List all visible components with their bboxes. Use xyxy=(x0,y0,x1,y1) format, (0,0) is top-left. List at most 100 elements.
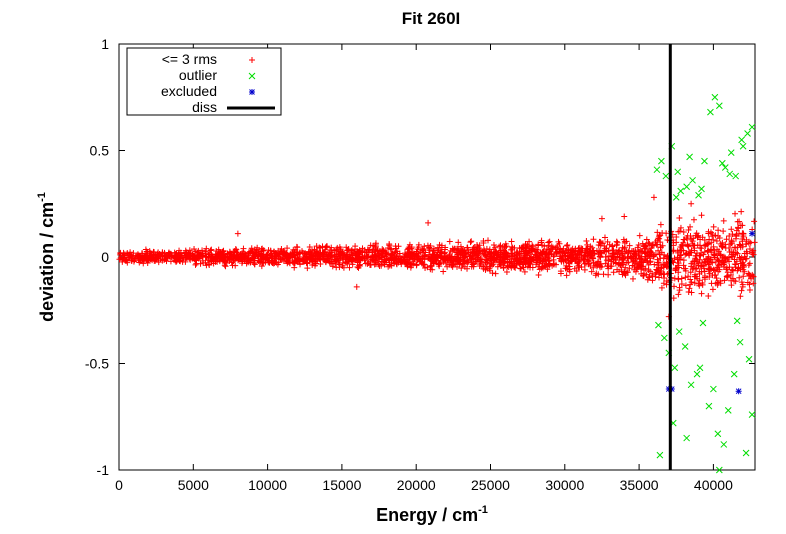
rms-point xyxy=(715,268,722,275)
rms-point xyxy=(685,243,692,250)
rms-point xyxy=(643,236,650,243)
rms-point xyxy=(444,263,451,270)
rms-point xyxy=(233,246,240,253)
rms-point xyxy=(299,257,306,264)
rms-point xyxy=(413,261,420,268)
rms-point xyxy=(326,259,333,266)
outlier-point xyxy=(715,466,723,474)
rms-point xyxy=(446,252,453,259)
rms-point xyxy=(641,267,648,274)
rms-point xyxy=(614,266,621,273)
rms-point xyxy=(749,271,756,278)
rms-point xyxy=(151,249,158,256)
rms-point xyxy=(253,246,260,253)
rms-point xyxy=(696,268,703,275)
rms-point xyxy=(653,266,660,273)
rms-point xyxy=(144,260,151,267)
rms-point xyxy=(564,241,571,248)
rms-point xyxy=(446,238,453,245)
rms-point xyxy=(720,259,727,266)
rms-point xyxy=(346,264,353,271)
rms-point xyxy=(688,200,695,207)
rms-point xyxy=(552,246,559,253)
rms-point xyxy=(281,255,288,262)
outlier-point xyxy=(686,153,693,161)
rms-point xyxy=(120,252,127,259)
rms-point xyxy=(124,250,131,257)
rms-point xyxy=(743,236,750,243)
rms-point xyxy=(645,261,652,268)
rms-point xyxy=(427,243,434,250)
rms-point xyxy=(516,260,523,267)
rms-point xyxy=(482,266,489,273)
rms-point xyxy=(480,246,487,253)
outlier-point xyxy=(710,385,717,393)
rms-point xyxy=(713,275,720,282)
rms-point xyxy=(694,233,701,240)
rms-point xyxy=(563,272,570,279)
outlier-point xyxy=(742,449,750,457)
rms-point xyxy=(512,264,519,271)
rms-point xyxy=(657,221,664,228)
rms-point xyxy=(644,251,651,258)
rms-point xyxy=(455,250,462,257)
rms-point xyxy=(455,239,462,246)
rms-point xyxy=(312,262,319,269)
rms-point xyxy=(372,253,379,260)
rms-point xyxy=(476,242,483,249)
rms-point xyxy=(682,282,689,289)
rms-point xyxy=(514,249,521,256)
rms-point xyxy=(619,271,626,278)
rms-point xyxy=(598,240,605,247)
rms-point xyxy=(726,249,733,256)
rms-point xyxy=(258,246,265,253)
rms-point xyxy=(693,256,700,263)
rms-point xyxy=(456,261,463,268)
rms-point xyxy=(682,274,689,281)
rms-point xyxy=(705,266,712,273)
rms-point xyxy=(646,273,653,280)
rms-point xyxy=(684,242,691,249)
rms-point xyxy=(610,256,617,263)
rms-point xyxy=(192,257,199,264)
rms-point xyxy=(467,239,474,246)
rms-point xyxy=(680,257,687,264)
rms-point xyxy=(407,254,414,261)
rms-point xyxy=(291,253,298,260)
rms-point xyxy=(202,259,209,266)
rms-point xyxy=(699,281,706,288)
outlier-point xyxy=(683,183,690,191)
rms-point xyxy=(588,268,595,275)
rms-point xyxy=(724,272,731,279)
rms-point xyxy=(375,256,382,263)
rms-point xyxy=(503,269,510,276)
rms-point xyxy=(578,263,585,270)
outlier-point xyxy=(658,157,665,165)
rms-point xyxy=(720,228,727,235)
outlier-point xyxy=(707,108,714,116)
rms-point xyxy=(198,252,205,259)
rms-point xyxy=(128,252,135,259)
rms-point xyxy=(733,258,740,265)
rms-point xyxy=(713,265,720,272)
rms-point xyxy=(566,263,573,270)
rms-point xyxy=(548,250,555,257)
rms-point xyxy=(712,232,719,239)
rms-point xyxy=(626,242,633,249)
rms-point xyxy=(199,247,206,254)
rms-point xyxy=(287,257,294,264)
rms-point xyxy=(590,236,597,243)
rms-point xyxy=(548,243,555,250)
rms-point xyxy=(732,210,739,217)
rms-point xyxy=(317,256,324,263)
rms-point xyxy=(706,274,713,281)
rms-point xyxy=(581,266,588,273)
rms-point xyxy=(705,261,712,268)
rms-point xyxy=(355,254,362,261)
rms-point xyxy=(337,246,344,253)
rms-point xyxy=(728,282,735,289)
rms-point xyxy=(698,250,705,257)
rms-point xyxy=(595,271,602,278)
outlier-point xyxy=(701,157,708,165)
rms-point xyxy=(737,256,744,263)
